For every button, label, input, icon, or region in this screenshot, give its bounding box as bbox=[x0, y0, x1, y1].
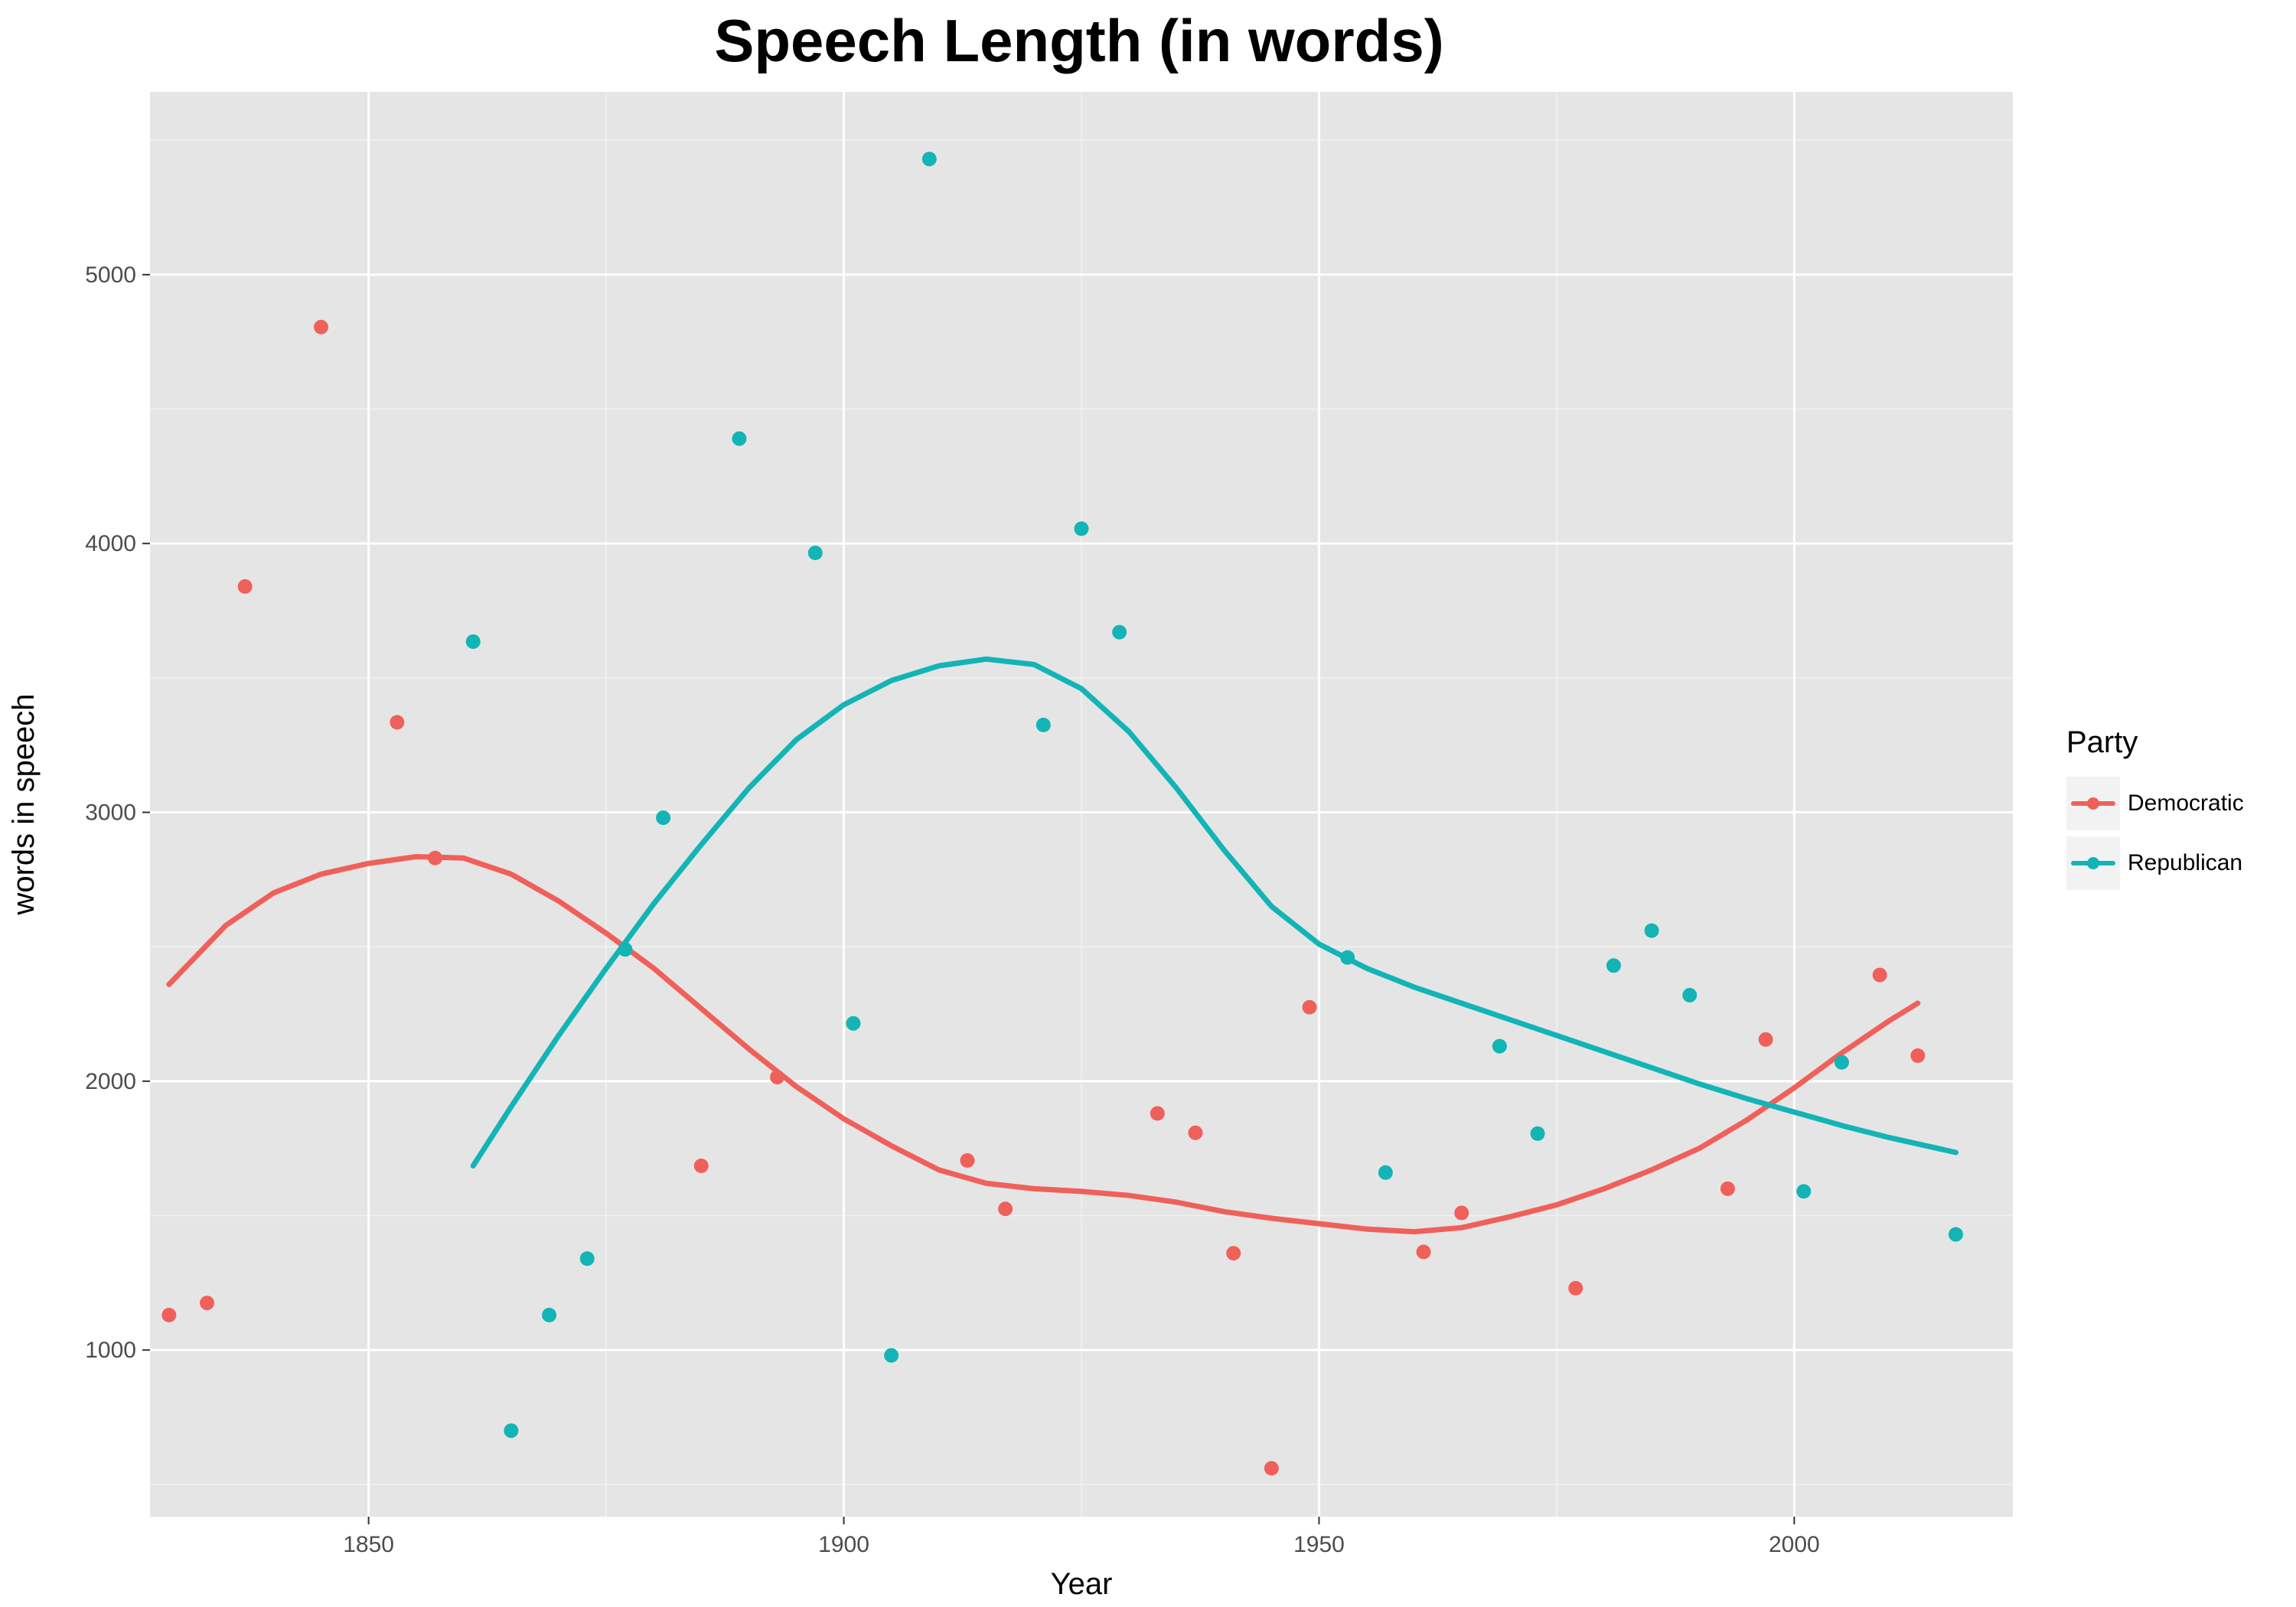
data-point-democratic bbox=[770, 1070, 785, 1085]
data-point-democratic bbox=[1264, 1461, 1279, 1476]
data-point-democratic bbox=[1568, 1280, 1583, 1296]
data-point-republican bbox=[465, 634, 481, 649]
data-point-democratic bbox=[1188, 1125, 1203, 1140]
legend-key-republican bbox=[2066, 836, 2120, 890]
data-point-republican bbox=[1035, 717, 1051, 732]
data-point-republican bbox=[846, 1015, 861, 1031]
legend-dot-republican bbox=[2087, 857, 2099, 869]
x-tick-label: 2000 bbox=[1769, 1532, 1820, 1557]
data-point-democratic bbox=[1416, 1244, 1431, 1260]
data-point-democratic bbox=[1720, 1181, 1735, 1196]
data-point-democratic bbox=[998, 1201, 1013, 1217]
data-point-democratic bbox=[1758, 1032, 1773, 1047]
data-point-republican bbox=[1340, 950, 1355, 965]
data-point-republican bbox=[618, 942, 633, 957]
x-tick-labels: 1850 1900 1950 2000 bbox=[343, 1532, 1820, 1557]
grid-minor bbox=[150, 92, 2013, 1517]
legend-label-democratic: Democratic bbox=[2128, 790, 2244, 816]
smooth-line-republican bbox=[470, 656, 1958, 1169]
smooth-line-democratic bbox=[166, 854, 1921, 1235]
grid-major bbox=[150, 92, 2013, 1517]
legend: Party Democratic Republican bbox=[2066, 725, 2288, 893]
data-point-republican bbox=[1492, 1038, 1507, 1054]
data-point-republican bbox=[542, 1308, 557, 1323]
data-point-democratic bbox=[1454, 1205, 1469, 1221]
legend-title: Party bbox=[2066, 725, 2138, 759]
data-point-republican bbox=[1796, 1184, 1812, 1199]
data-point-democratic bbox=[1150, 1106, 1165, 1121]
chart-title: Speech Length (in words) bbox=[714, 7, 1444, 74]
data-point-republican bbox=[807, 546, 823, 561]
data-point-republican bbox=[579, 1251, 595, 1266]
y-axis-title: words in speech bbox=[7, 693, 41, 915]
legend-dot-democratic bbox=[2087, 797, 2099, 810]
data-point-democratic bbox=[693, 1159, 709, 1174]
y-tick-label: 4000 bbox=[85, 531, 136, 556]
data-point-republican bbox=[1834, 1054, 1849, 1070]
y-tick-label: 2000 bbox=[85, 1069, 136, 1094]
data-point-democratic bbox=[200, 1296, 215, 1311]
data-point-democratic bbox=[314, 319, 329, 334]
smooth-lines bbox=[166, 656, 1958, 1235]
data-point-democratic bbox=[161, 1308, 177, 1323]
y-tick-label: 5000 bbox=[85, 262, 136, 288]
data-point-democratic bbox=[428, 850, 443, 865]
data-point-democratic bbox=[1872, 967, 1887, 983]
legend-label-republican: Republican bbox=[2128, 850, 2243, 875]
data-point-republican bbox=[1378, 1165, 1393, 1180]
data-point-republican bbox=[1530, 1126, 1545, 1141]
data-point-democratic bbox=[1226, 1246, 1241, 1261]
x-tick-label: 1850 bbox=[343, 1532, 394, 1557]
data-point-republican bbox=[1112, 624, 1127, 640]
data-point-republican bbox=[656, 810, 671, 826]
x-axis-title: Year bbox=[1051, 1567, 1113, 1601]
legend-key-democratic bbox=[2066, 777, 2120, 830]
data-point-democratic bbox=[237, 579, 253, 594]
data-point-republican bbox=[732, 431, 747, 446]
data-points bbox=[161, 152, 1963, 1476]
data-point-republican bbox=[1682, 987, 1698, 1002]
data-point-republican bbox=[504, 1423, 519, 1439]
data-point-republican bbox=[1606, 958, 1621, 973]
data-point-democratic bbox=[1302, 999, 1317, 1015]
data-point-republican bbox=[1074, 521, 1089, 536]
x-tick-label: 1950 bbox=[1293, 1532, 1345, 1557]
data-point-republican bbox=[1644, 923, 1659, 938]
data-point-republican bbox=[1948, 1227, 1963, 1242]
legend-item-republican: Republican bbox=[2066, 833, 2288, 893]
y-tick-label: 3000 bbox=[85, 800, 136, 826]
x-tick-label: 1900 bbox=[818, 1532, 869, 1557]
data-point-republican bbox=[921, 152, 937, 167]
data-point-republican bbox=[884, 1348, 899, 1363]
y-tick-label: 1000 bbox=[85, 1338, 136, 1363]
data-point-democratic bbox=[960, 1153, 975, 1168]
data-point-democratic bbox=[1910, 1048, 1926, 1063]
y-tick-labels: 1000 2000 3000 4000 5000 bbox=[85, 262, 136, 1363]
axis-ticks bbox=[142, 273, 1795, 1524]
data-point-democratic bbox=[390, 715, 405, 730]
legend-item-democratic: Democratic bbox=[2066, 774, 2288, 833]
